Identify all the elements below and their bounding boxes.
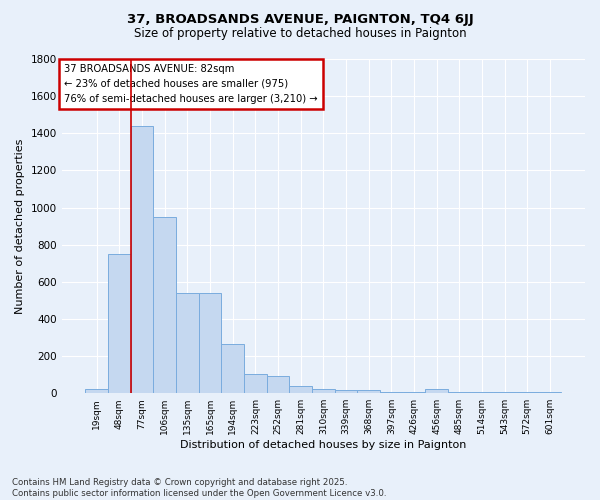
Bar [335, 390, 358, 393]
Bar [221, 344, 244, 393]
Bar [266, 376, 289, 393]
Bar [516, 392, 539, 393]
Bar [154, 217, 176, 393]
Text: Contains HM Land Registry data © Crown copyright and database right 2025.
Contai: Contains HM Land Registry data © Crown c… [12, 478, 386, 498]
Bar [244, 374, 266, 393]
Bar [85, 390, 108, 393]
Bar [448, 392, 470, 393]
Bar [289, 386, 312, 393]
Bar [493, 392, 516, 393]
Bar [108, 254, 131, 393]
Bar [470, 392, 493, 393]
Bar [358, 390, 380, 393]
Bar [176, 293, 199, 393]
Bar [539, 392, 561, 393]
Bar [131, 126, 154, 393]
Bar [312, 388, 335, 393]
Bar [199, 293, 221, 393]
Text: 37, BROADSANDS AVENUE, PAIGNTON, TQ4 6JJ: 37, BROADSANDS AVENUE, PAIGNTON, TQ4 6JJ [127, 12, 473, 26]
Bar [380, 392, 403, 393]
Text: Size of property relative to detached houses in Paignton: Size of property relative to detached ho… [134, 28, 466, 40]
X-axis label: Distribution of detached houses by size in Paignton: Distribution of detached houses by size … [180, 440, 467, 450]
Y-axis label: Number of detached properties: Number of detached properties [15, 138, 25, 314]
Bar [403, 392, 425, 393]
Bar [425, 390, 448, 393]
Text: 37 BROADSANDS AVENUE: 82sqm
← 23% of detached houses are smaller (975)
76% of se: 37 BROADSANDS AVENUE: 82sqm ← 23% of det… [64, 64, 318, 104]
